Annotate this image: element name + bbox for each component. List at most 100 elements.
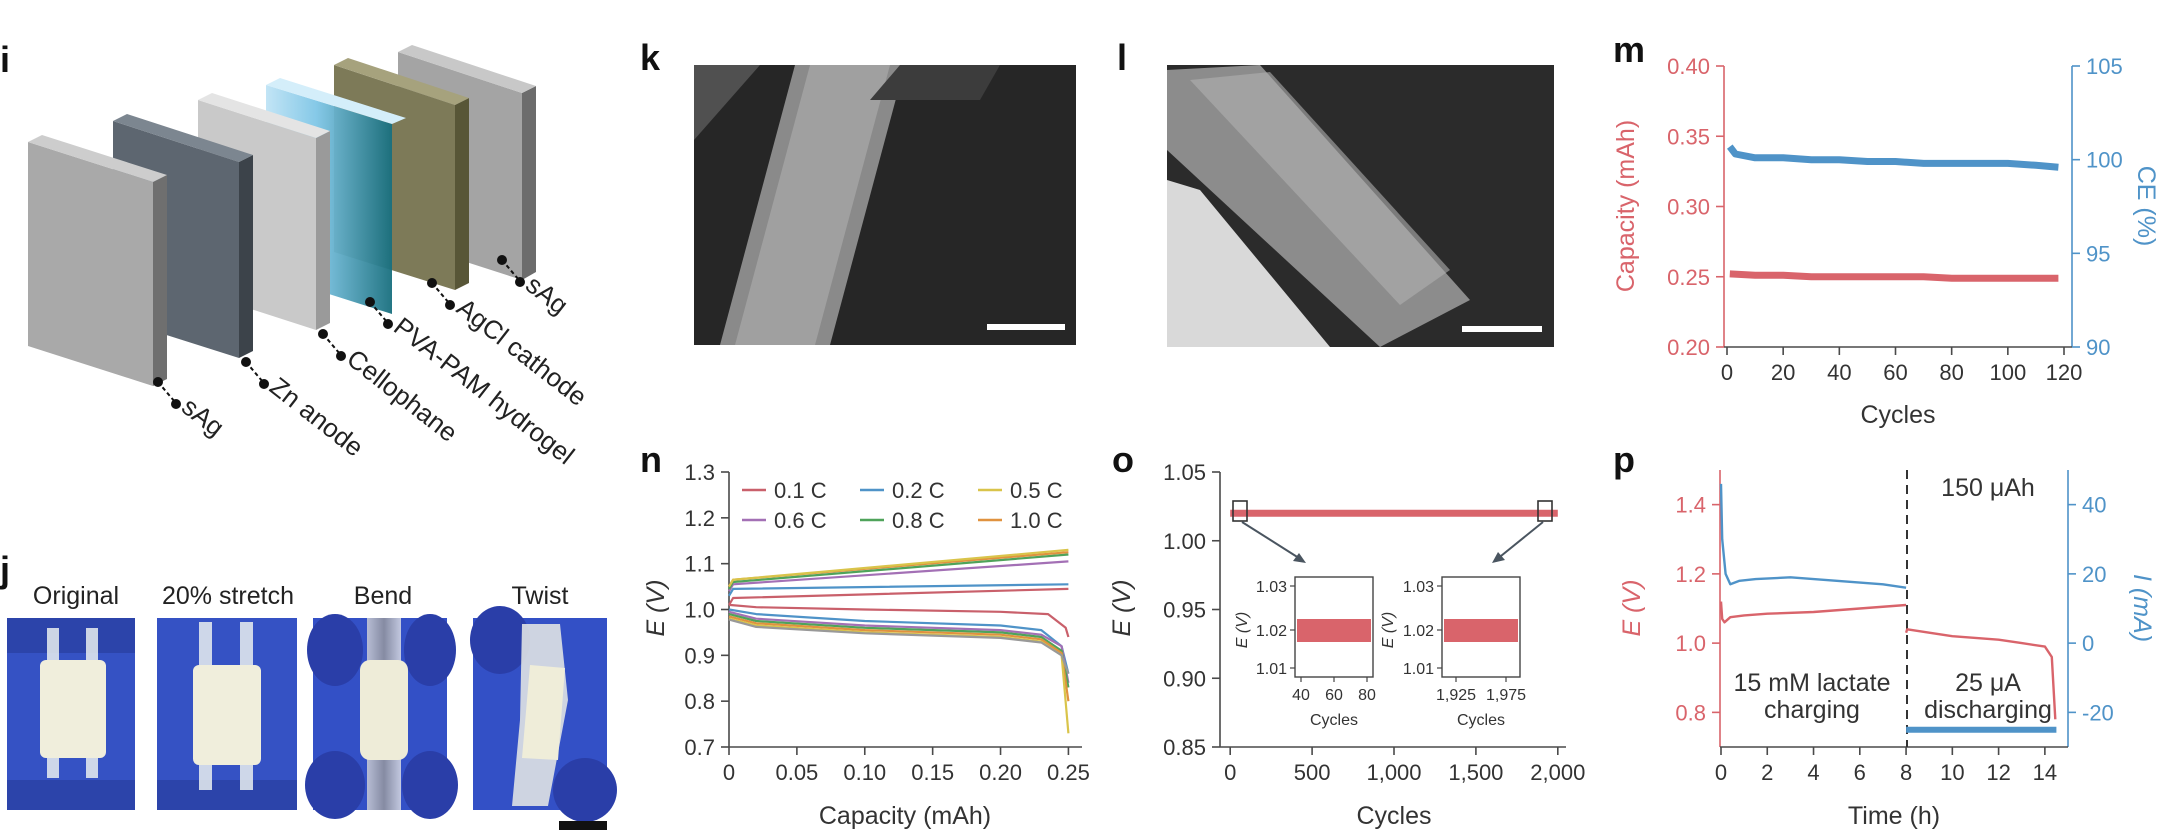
chart-n-xticks: 0 0.05 0.10 0.15 0.20 0.25 (723, 747, 1090, 785)
chart-n-series (728, 548, 1070, 734)
inset-arrow-start-head (1293, 553, 1306, 563)
panel-label-n: n (640, 439, 662, 480)
chart-m-x-label-6: 120 (2046, 360, 2083, 385)
chart-n-legend-label-5: 1.0 C (1010, 508, 1063, 533)
chart-p-y2label: I (mA) (2128, 574, 2156, 642)
chart-m-series-1 (1727, 144, 2059, 171)
inset-2-xlabel-0: 1,925 (1436, 687, 1476, 704)
chart-p-y-label-2: 1.2 (1675, 562, 1706, 587)
chart-p-y-label-3: 1.4 (1675, 493, 1706, 518)
chart-o-x-label-3: 1,500 (1448, 760, 1503, 785)
chart-m-y2-label-1: 95 (2086, 241, 2110, 266)
inset-2-ylabel-1: 1.02 (1403, 623, 1434, 640)
photo-bend (305, 614, 458, 819)
inset-arrow-end-head (1492, 552, 1505, 563)
inset-arrow-start (1241, 521, 1303, 561)
chart-n-charge-0 (728, 587, 1069, 606)
chart-o-y-label-1: 0.90 (1163, 666, 1206, 691)
chart-o-x-label-1: 500 (1294, 760, 1331, 785)
chart-p-x-label-2: 4 (1807, 760, 1819, 785)
chart-p-annotation-lactate: 15 mM lactate (1733, 669, 1890, 697)
chart-n-charge-1 (728, 583, 1069, 597)
chart-m-y2-label-2: 100 (2086, 148, 2123, 173)
chart-p-y2ticks: -20 0 20 40 (2068, 493, 2114, 725)
chart-p-y2-label-2: 20 (2082, 562, 2106, 587)
chart-n-legend-label-1: 0.2 C (892, 478, 945, 503)
inset-1-xlabel-1: 60 (1325, 687, 1343, 704)
chart-m-y-label-1: 0.25 (1667, 265, 1710, 290)
panel-label-m: m (1613, 29, 1645, 70)
chart-n-x-label-1: 0.05 (775, 760, 818, 785)
chart-p-series-0 (1719, 601, 1907, 624)
chart-m-y2label: CE (%) (2132, 166, 2160, 247)
chart-n-legend: 0.1 C 0.2 C 0.5 C 0.6 C 0.8 C 1.0 C (742, 478, 1063, 533)
chart-m-ylabel: Capacity (mAh) (1612, 120, 1640, 292)
chart-n-yticks: 0.7 0.8 0.9 1.0 1.1 1.2 1.3 (684, 460, 729, 760)
chart-p-ylabel: E (V) (1618, 580, 1646, 637)
chart-n-charge-5 (728, 548, 1069, 588)
chart-o-yticks: 0.85 0.90 0.95 1.00 1.05 (1163, 460, 1220, 760)
chart-m-y-label-0: 0.20 (1667, 335, 1710, 360)
chart-p-axes (1719, 470, 2069, 748)
inset-1-ylabel: E (V) (1234, 612, 1251, 648)
chart-n-charge-2 (728, 560, 1069, 592)
inset-1-ylabel-1: 1.02 (1256, 623, 1287, 640)
inset-1-xlabel-0: 40 (1292, 687, 1310, 704)
layer-label-zn-anode: Zn anode (264, 371, 369, 462)
inset-marker-start (1232, 500, 1248, 522)
chart-n-discharge-6 (728, 618, 1070, 675)
chart-o-xticks: 0 500 1,000 1,500 2,000 (1224, 747, 1585, 785)
scale-bar-j (559, 821, 607, 830)
chart-p-x-label-1: 2 (1761, 760, 1773, 785)
inset-2-ylabel-0: 1.01 (1403, 661, 1434, 678)
sem-image-l (1167, 65, 1554, 347)
inset-1-xlabel-2: 80 (1358, 687, 1376, 704)
chart-n-y-label-5: 1.2 (684, 506, 715, 531)
chart-p-x-label-7: 14 (2033, 760, 2057, 785)
scale-bar-k (987, 324, 1065, 330)
panel-label-k: k (640, 37, 661, 78)
inset-1: 1.01 1.02 1.03 40 60 80 Cycles E (V) (1234, 576, 1376, 729)
panel-label-o: o (1112, 439, 1134, 480)
chart-p-x-label-0: 0 (1715, 760, 1727, 785)
layer-label-sag-back: sAg (520, 269, 574, 320)
inset-2-ylabel-2: 1.03 (1403, 579, 1434, 596)
scale-bar-l (1462, 326, 1542, 332)
inset-marker-end (1537, 500, 1553, 522)
panel-label-l: l (1117, 37, 1127, 78)
chart-m-series-0 (1729, 270, 2059, 282)
chart-m-y2-label-3: 105 (2086, 54, 2123, 79)
chart-o-xlabel: Cycles (1356, 802, 1431, 830)
chart-p-yticks: 0.8 1.0 1.2 1.4 (1675, 493, 1720, 725)
chart-p-y2-label-0: -20 (2082, 700, 2114, 725)
chart-n-x-label-5: 0.25 (1047, 760, 1090, 785)
panel-label-p: p (1613, 439, 1635, 480)
chart-p-y2-label-3: 40 (2082, 493, 2106, 518)
chart-m: 0.20 0.25 0.30 0.35 0.40 90 95 100 105 0 20 40 60 8… (1612, 54, 2160, 429)
chart-p-x-label-6: 12 (1986, 760, 2010, 785)
chart-n-y-label-4: 1.1 (684, 552, 715, 577)
chart-n-x-label-2: 0.10 (843, 760, 886, 785)
chart-m-axes (1723, 66, 2073, 348)
layer-leaders (153, 255, 525, 409)
chart-m-x-label-3: 60 (1883, 360, 1907, 385)
chart-n-legend-label-0: 0.1 C (774, 478, 827, 503)
chart-p-x-label-4: 8 (1900, 760, 1912, 785)
chart-n-legend-label-3: 0.6 C (774, 508, 827, 533)
inset-2-xlabel-1: 1,975 (1486, 687, 1526, 704)
chart-p-xticks: 0 2 4 6 8 10 12 14 (1715, 747, 2057, 785)
chart-p-y-label-0: 0.8 (1675, 700, 1706, 725)
chart-o-y-label-4: 1.05 (1163, 460, 1206, 485)
chart-n-y-label-2: 0.9 (684, 643, 715, 668)
photo-stretch (157, 618, 297, 810)
chart-o-ylabel: E (V) (1108, 580, 1136, 637)
chart-p-y2-label-1: 0 (2082, 631, 2094, 656)
inset-2-ylabel: E (V) (1380, 612, 1397, 648)
chart-n-discharge-0 (728, 603, 1070, 638)
chart-m-y2-label-0: 90 (2086, 335, 2110, 360)
chart-m-x-label-1: 20 (1771, 360, 1795, 385)
inset-1-band (1297, 619, 1371, 642)
inset-1-ylabel-0: 1.01 (1256, 661, 1287, 678)
chart-o-x-label-0: 0 (1224, 760, 1236, 785)
panel-label-i: i (0, 39, 10, 80)
